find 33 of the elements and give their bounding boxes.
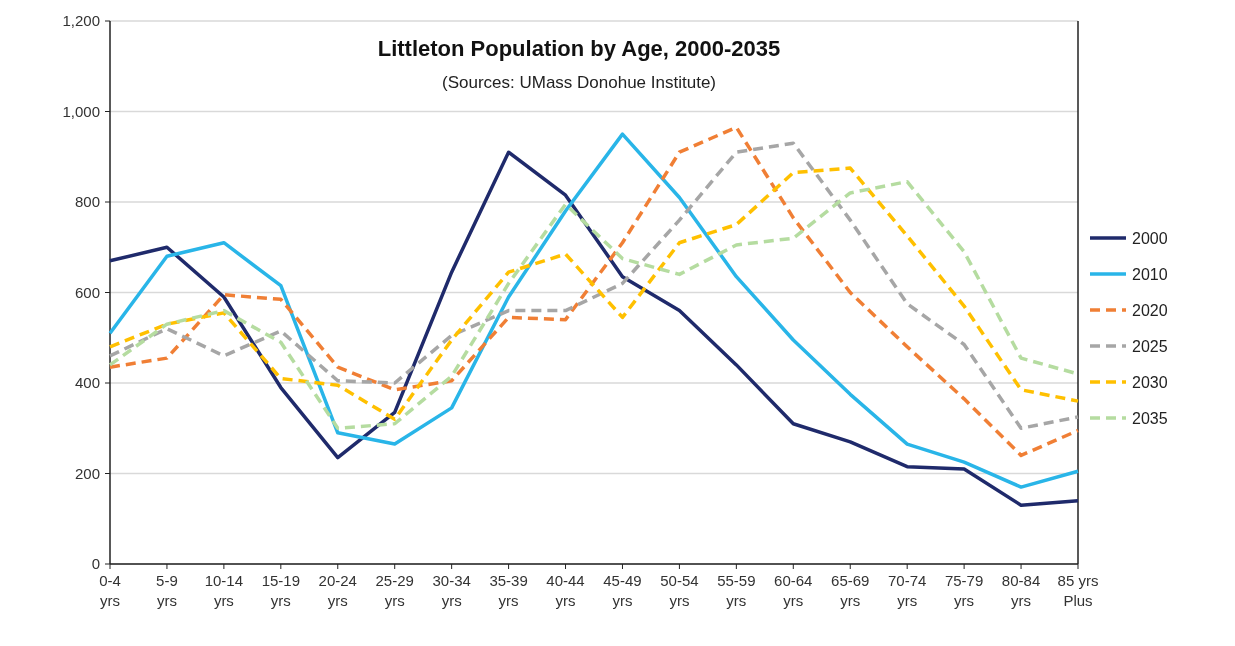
x-tick-label: 75-79 yrs [944, 572, 984, 609]
legend-label: 2010 [1132, 265, 1168, 283]
y-tick-label: 200 [74, 464, 100, 482]
y-tick-label: 800 [74, 193, 100, 211]
x-tick-label: 20-24 yrs [318, 572, 357, 609]
text: (Sources: UMass Donohue Institute) [441, 73, 717, 92]
legend-label: 2030 [1132, 373, 1168, 391]
x-tick-label: 45-49 yrs [603, 572, 642, 609]
x-tick-label: 25-29 yrs [375, 572, 414, 609]
legend-label: 2035 [1132, 409, 1168, 427]
legend-label: 2020 [1132, 301, 1168, 319]
y-tick-label: 1,200 [62, 12, 100, 30]
x-tick-label: 55-59 yrs [717, 572, 756, 609]
x-tick-label: 85 yrs Plus [1057, 572, 1099, 609]
text: Littleton Population by Age, 2000-2035 [377, 36, 781, 61]
y-tick-label: 1,000 [62, 102, 100, 120]
x-tick-label: 80-84 yrs [1001, 572, 1041, 609]
legend-label: 2025 [1132, 337, 1168, 355]
legend-label: 2000 [1132, 229, 1168, 247]
x-tick-label: 15-19 yrs [261, 572, 301, 609]
x-tick-label: 35-39 yrs [489, 572, 528, 609]
x-tick-label: 65-69 yrs [831, 572, 870, 609]
y-tick-label: 0 [91, 555, 100, 573]
y-tick-label: 400 [74, 374, 100, 392]
x-tick-label: 5-9 yrs [156, 572, 178, 609]
x-tick-label: 50-54 yrs [660, 572, 699, 609]
y-tick-label: 600 [74, 283, 100, 301]
x-tick-label: 60-64 yrs [774, 572, 813, 609]
x-tick-label: 10-14 yrs [204, 572, 244, 609]
x-tick-label: 30-34 yrs [432, 572, 471, 609]
x-tick-label: 40-44 yrs [546, 572, 585, 609]
x-tick-label: 70-74 yrs [887, 572, 927, 609]
x-tick-label: 0-4 yrs [99, 572, 121, 609]
